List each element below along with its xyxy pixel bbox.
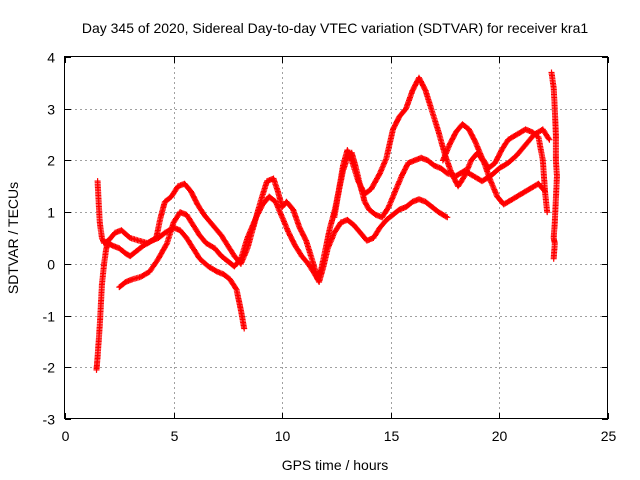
x-tick-label: 0 [62,428,70,444]
x-tick-label: 5 [171,428,179,444]
y-tick-label: -1 [43,309,56,325]
y-tick-label: 0 [47,257,55,273]
x-tick-label: 10 [275,428,291,444]
y-tick-label: -2 [43,360,56,376]
chart-title: Day 345 of 2020, Sidereal Day-to-day VTE… [82,20,588,36]
series-track-d [331,74,548,221]
y-tick-label: 3 [47,102,55,118]
y-tick-label: -3 [43,412,56,428]
x-tick-label: 20 [492,428,508,444]
plot-frame [64,56,608,419]
series-track-c [116,193,451,291]
y-axis-label: SDTVAR / TECUs [5,182,21,294]
y-tick-label: 1 [47,205,55,221]
x-tick-label: 15 [384,428,400,444]
axis-ticks [65,57,609,420]
x-axis-label: GPS time / hours [282,457,389,473]
series-track-e [439,121,551,216]
y-tick-label: 2 [47,153,55,169]
x-tick-label: 25 [601,428,617,444]
data-points [93,69,560,373]
tick-labels: 0 5 10 15 20 25 -3 -2 -1 0 1 2 3 4 [43,50,617,445]
series-track-f [548,69,560,262]
y-tick-label: 4 [47,50,55,66]
